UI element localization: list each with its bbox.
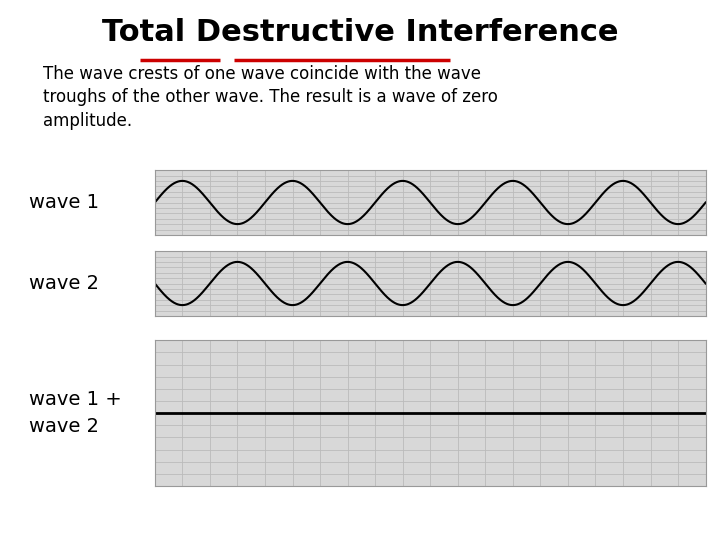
Text: The wave crests of one wave coincide with the wave
troughs of the other wave. Th: The wave crests of one wave coincide wit… <box>43 65 498 130</box>
Text: wave 1: wave 1 <box>29 193 99 212</box>
Text: wave 1 +
wave 2: wave 1 + wave 2 <box>29 390 122 436</box>
Text: Total Destructive Interference: Total Destructive Interference <box>102 18 618 47</box>
Text: wave 2: wave 2 <box>29 274 99 293</box>
